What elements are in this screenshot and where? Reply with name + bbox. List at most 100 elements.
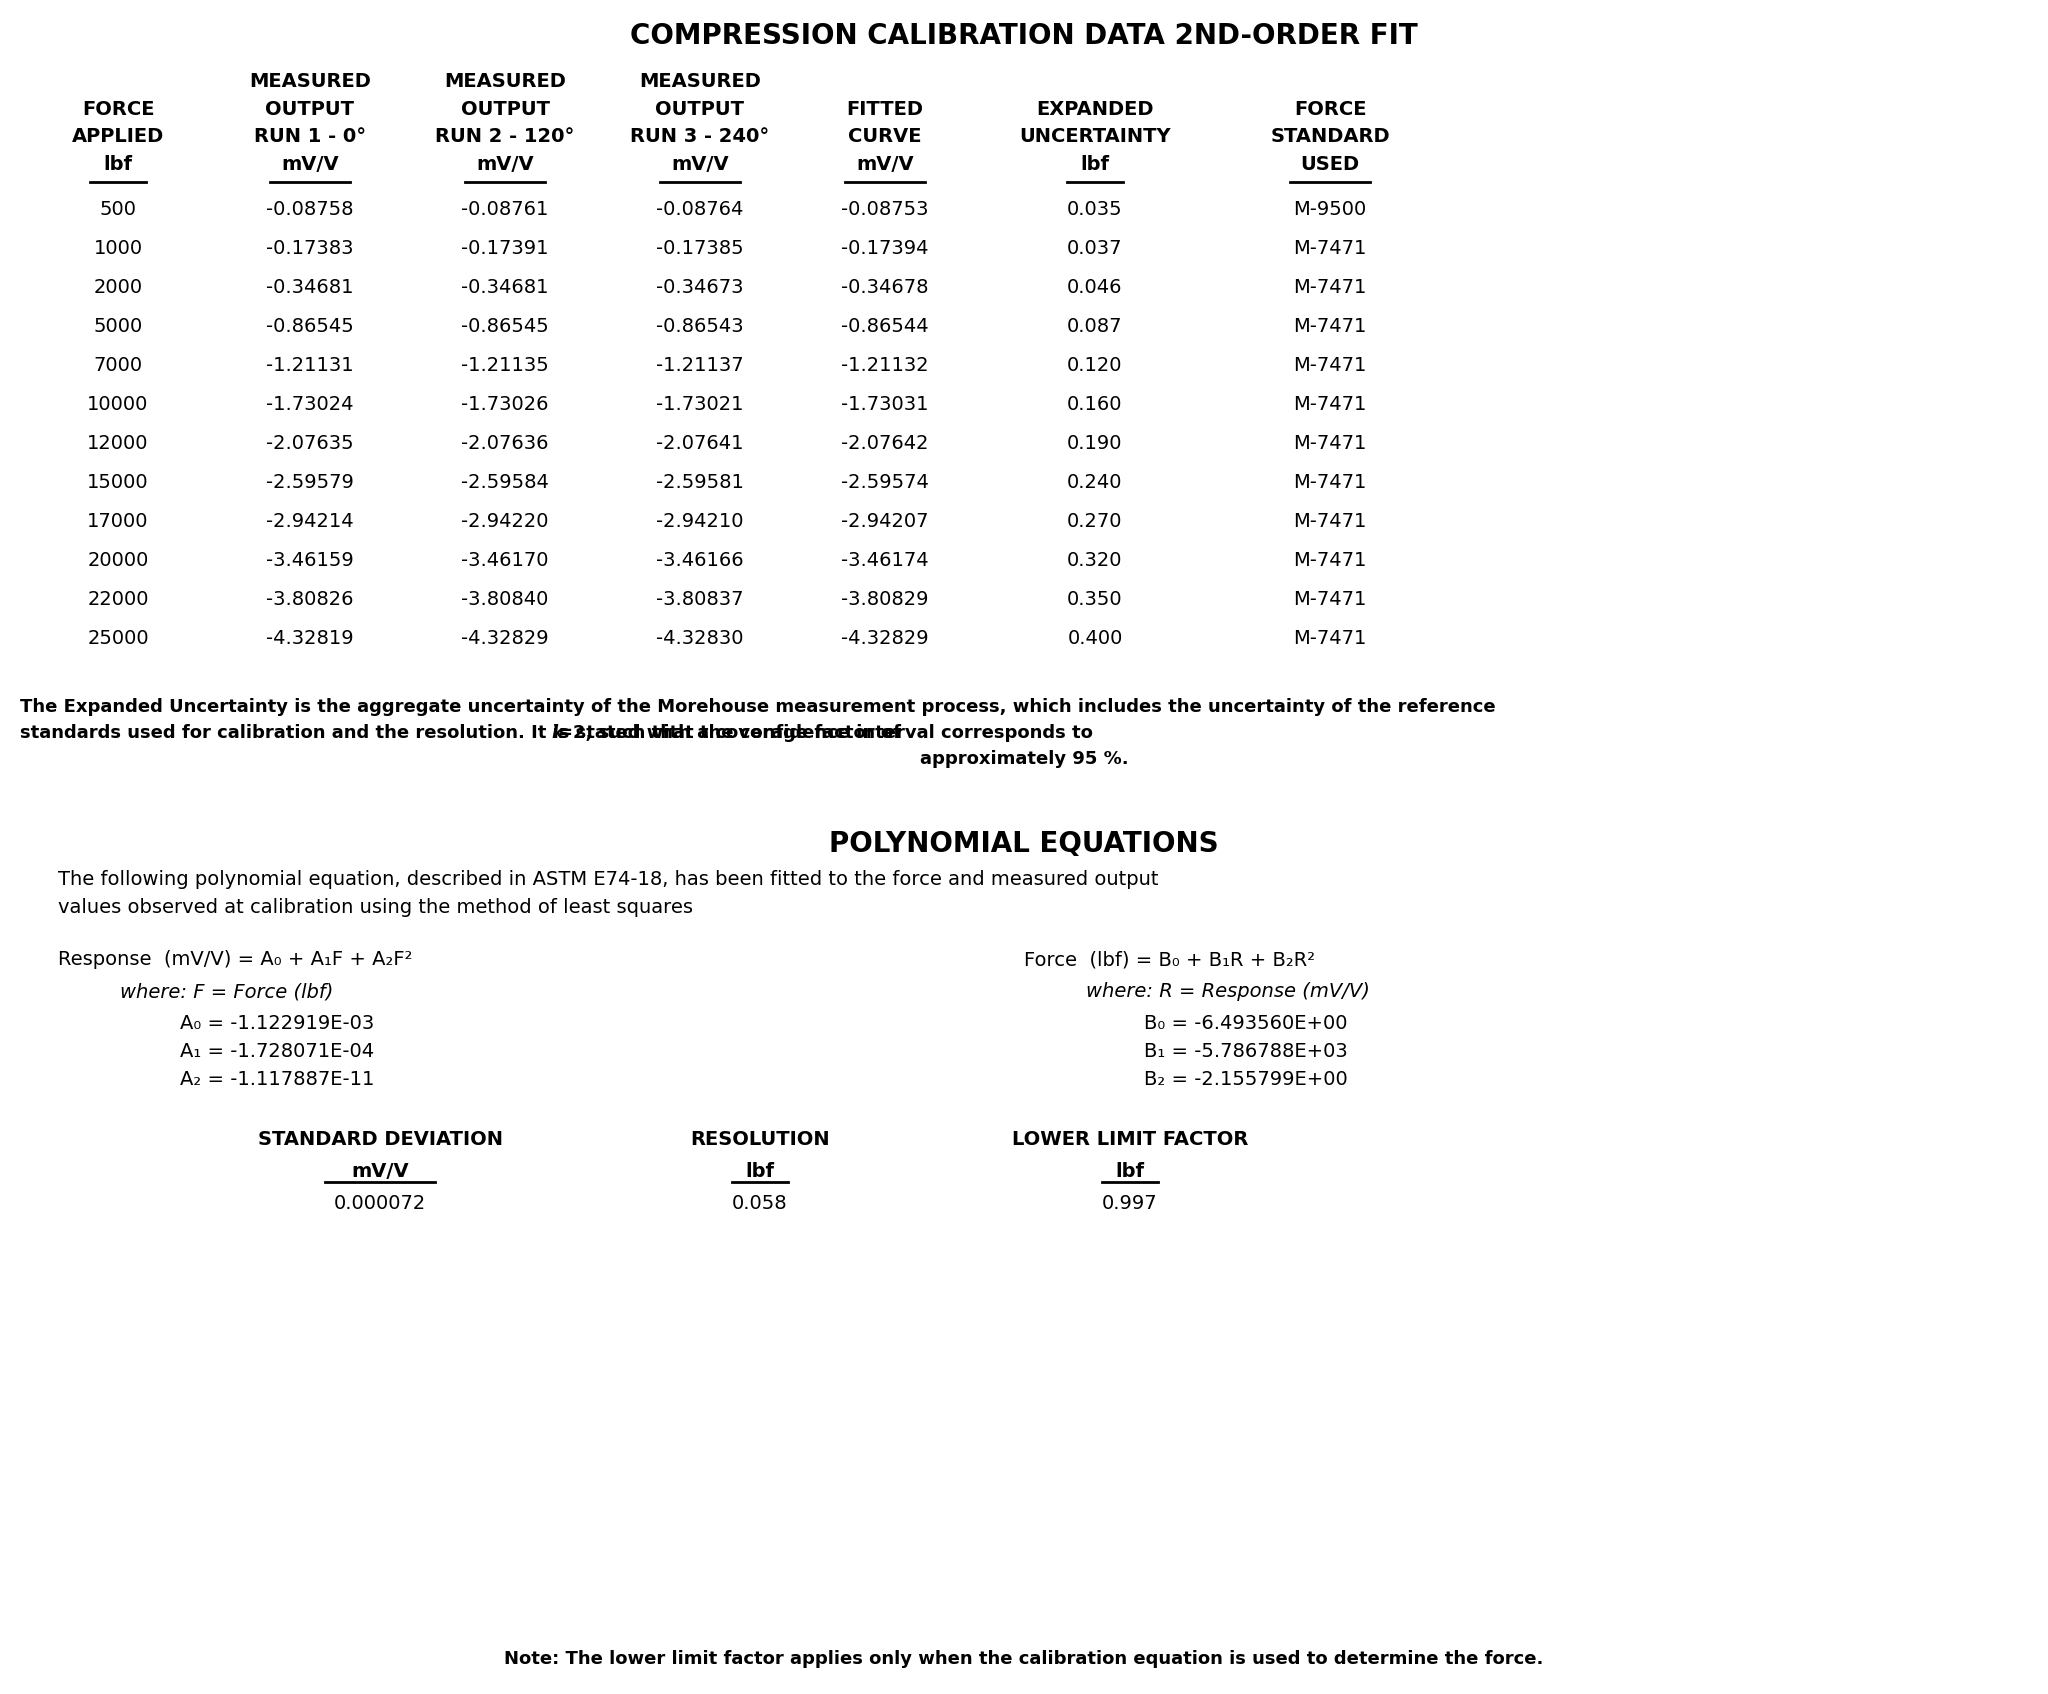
Text: -0.08753: -0.08753 <box>842 200 928 219</box>
Text: B₀ = -6.493560E+00: B₀ = -6.493560E+00 <box>1145 1015 1348 1033</box>
Text: -0.08758: -0.08758 <box>266 200 354 219</box>
Text: where: F = Force (lbf): where: F = Force (lbf) <box>121 983 334 1001</box>
Text: 2000: 2000 <box>94 278 143 296</box>
Text: lbf: lbf <box>1081 154 1110 174</box>
Text: UNCERTAINTY: UNCERTAINTY <box>1020 127 1171 146</box>
Text: 15000: 15000 <box>88 473 150 491</box>
Text: mV/V: mV/V <box>477 154 535 174</box>
Text: 0.120: 0.120 <box>1067 356 1122 374</box>
Text: M-7471: M-7471 <box>1294 356 1366 374</box>
Text: 17000: 17000 <box>88 512 150 530</box>
Text: M-7471: M-7471 <box>1294 278 1366 296</box>
Text: -2.94210: -2.94210 <box>655 512 743 530</box>
Text: -1.21135: -1.21135 <box>461 356 549 374</box>
Text: -1.21131: -1.21131 <box>266 356 354 374</box>
Text: -0.86545: -0.86545 <box>266 317 354 335</box>
Text: lbf: lbf <box>104 154 133 174</box>
Text: A₂ = -1.117887E-11: A₂ = -1.117887E-11 <box>180 1071 375 1089</box>
Text: RESOLUTION: RESOLUTION <box>690 1130 829 1149</box>
Text: -2.94214: -2.94214 <box>266 512 354 530</box>
Text: OUTPUT: OUTPUT <box>266 100 354 119</box>
Text: standards used for calibration and the resolution. It is stated with a coverage : standards used for calibration and the r… <box>20 723 907 742</box>
Text: M-7471: M-7471 <box>1294 590 1366 610</box>
Text: 0.400: 0.400 <box>1067 628 1122 649</box>
Text: 0.190: 0.190 <box>1067 434 1122 452</box>
Text: -3.80840: -3.80840 <box>461 590 549 610</box>
Text: -3.80829: -3.80829 <box>842 590 928 610</box>
Text: 0.087: 0.087 <box>1067 317 1122 335</box>
Text: -0.17383: -0.17383 <box>266 239 354 257</box>
Text: 1000: 1000 <box>94 239 143 257</box>
Text: RUN 2 - 120°: RUN 2 - 120° <box>436 127 575 146</box>
Text: 25000: 25000 <box>88 628 150 649</box>
Text: -2.07636: -2.07636 <box>461 434 549 452</box>
Text: -0.86545: -0.86545 <box>461 317 549 335</box>
Text: A₁ = -1.728071E-04: A₁ = -1.728071E-04 <box>180 1042 375 1060</box>
Text: STANDARD DEVIATION: STANDARD DEVIATION <box>258 1130 502 1149</box>
Text: M-7471: M-7471 <box>1294 512 1366 530</box>
Text: -3.80826: -3.80826 <box>266 590 354 610</box>
Text: -3.46174: -3.46174 <box>842 551 930 569</box>
Text: The following polynomial equation, described in ASTM E74-18, has been fitted to : The following polynomial equation, descr… <box>57 871 1159 889</box>
Text: =2, such that the confidence interval corresponds to: =2, such that the confidence interval co… <box>557 723 1094 742</box>
Text: OUTPUT: OUTPUT <box>461 100 549 119</box>
Text: -0.34681: -0.34681 <box>266 278 354 296</box>
Text: -2.94220: -2.94220 <box>461 512 549 530</box>
Text: 0.035: 0.035 <box>1067 200 1122 219</box>
Text: -0.86544: -0.86544 <box>842 317 930 335</box>
Text: APPLIED: APPLIED <box>72 127 164 146</box>
Text: 0.240: 0.240 <box>1067 473 1122 491</box>
Text: M-9500: M-9500 <box>1294 200 1366 219</box>
Text: -0.08764: -0.08764 <box>655 200 743 219</box>
Text: CURVE: CURVE <box>848 127 922 146</box>
Text: -1.73021: -1.73021 <box>655 395 743 413</box>
Text: The Expanded Uncertainty is the aggregate uncertainty of the Morehouse measureme: The Expanded Uncertainty is the aggregat… <box>20 698 1495 717</box>
Text: where: R = Response (mV/V): where: R = Response (mV/V) <box>1085 983 1370 1001</box>
Text: values observed at calibration using the method of least squares: values observed at calibration using the… <box>57 898 692 916</box>
Text: POLYNOMIAL EQUATIONS: POLYNOMIAL EQUATIONS <box>829 830 1219 857</box>
Text: MEASURED: MEASURED <box>639 73 762 91</box>
Text: -2.59574: -2.59574 <box>842 473 930 491</box>
Text: -1.73024: -1.73024 <box>266 395 354 413</box>
Text: -3.46159: -3.46159 <box>266 551 354 569</box>
Text: 5000: 5000 <box>94 317 143 335</box>
Text: 0.058: 0.058 <box>733 1194 788 1213</box>
Text: -0.34681: -0.34681 <box>461 278 549 296</box>
Text: -2.07641: -2.07641 <box>655 434 743 452</box>
Text: -2.59584: -2.59584 <box>461 473 549 491</box>
Text: -3.80837: -3.80837 <box>655 590 743 610</box>
Text: LOWER LIMIT FACTOR: LOWER LIMIT FACTOR <box>1012 1130 1247 1149</box>
Text: -0.17385: -0.17385 <box>655 239 743 257</box>
Text: -1.73026: -1.73026 <box>461 395 549 413</box>
Text: 7000: 7000 <box>94 356 143 374</box>
Text: MEASURED: MEASURED <box>444 73 565 91</box>
Text: -2.59579: -2.59579 <box>266 473 354 491</box>
Text: -0.17391: -0.17391 <box>461 239 549 257</box>
Text: M-7471: M-7471 <box>1294 434 1366 452</box>
Text: -3.46166: -3.46166 <box>655 551 743 569</box>
Text: -4.32829: -4.32829 <box>842 628 930 649</box>
Text: 0.270: 0.270 <box>1067 512 1122 530</box>
Text: mV/V: mV/V <box>350 1162 410 1181</box>
Text: lbf: lbf <box>745 1162 774 1181</box>
Text: OUTPUT: OUTPUT <box>655 100 745 119</box>
Text: k: k <box>551 723 563 742</box>
Text: 0.037: 0.037 <box>1067 239 1122 257</box>
Text: mV/V: mV/V <box>281 154 338 174</box>
Text: M-7471: M-7471 <box>1294 628 1366 649</box>
Text: lbf: lbf <box>1116 1162 1145 1181</box>
Text: -0.86543: -0.86543 <box>655 317 743 335</box>
Text: 0.997: 0.997 <box>1102 1194 1157 1213</box>
Text: M-7471: M-7471 <box>1294 317 1366 335</box>
Text: M-7471: M-7471 <box>1294 239 1366 257</box>
Text: USED: USED <box>1300 154 1360 174</box>
Text: -2.94207: -2.94207 <box>842 512 928 530</box>
Text: -3.46170: -3.46170 <box>461 551 549 569</box>
Text: -2.07642: -2.07642 <box>842 434 928 452</box>
Text: -4.32829: -4.32829 <box>461 628 549 649</box>
Text: 20000: 20000 <box>88 551 150 569</box>
Text: 12000: 12000 <box>88 434 150 452</box>
Text: RUN 3 - 240°: RUN 3 - 240° <box>631 127 770 146</box>
Text: 10000: 10000 <box>88 395 150 413</box>
Text: -0.34673: -0.34673 <box>655 278 743 296</box>
